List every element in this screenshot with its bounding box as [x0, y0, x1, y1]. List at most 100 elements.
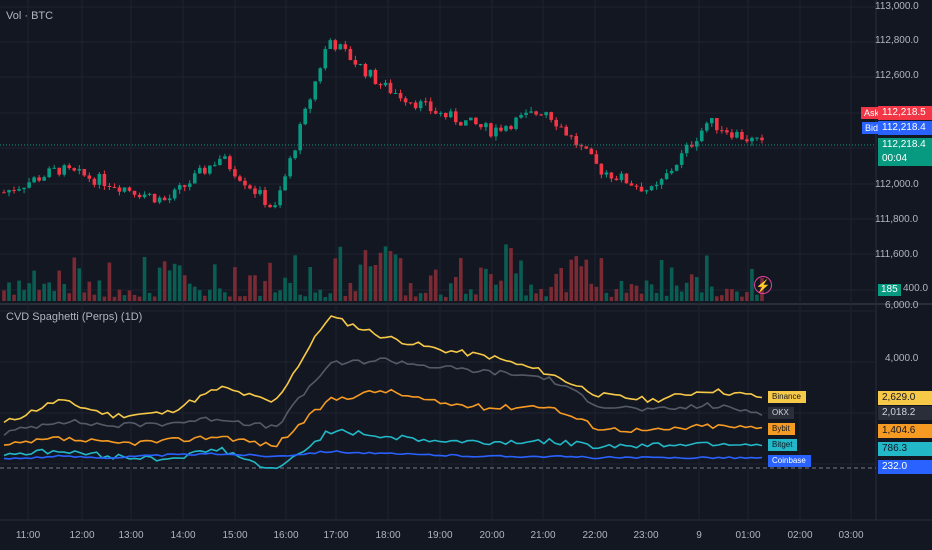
time-axis-label: 18:00 — [375, 530, 400, 541]
candle-body — [157, 197, 162, 203]
candle-body — [147, 193, 152, 195]
volume-bar — [649, 284, 654, 301]
volume-bar — [699, 292, 704, 301]
candle-body — [649, 186, 654, 191]
candle-body — [137, 194, 142, 198]
candle-body — [167, 198, 172, 201]
candle-body — [278, 190, 282, 206]
candle-body — [619, 173, 624, 181]
volume-bar — [117, 289, 122, 301]
candle-body — [403, 98, 408, 103]
volume-bar — [293, 255, 297, 301]
candle-body — [745, 139, 749, 142]
volume-bar — [619, 280, 624, 301]
candle-body — [132, 190, 137, 195]
volume-bar — [248, 275, 252, 301]
candle-body — [177, 185, 182, 190]
volume-bar — [268, 262, 272, 301]
volume-bar — [644, 280, 649, 301]
volume-bar — [569, 259, 574, 301]
candle-body — [689, 144, 694, 147]
cvd-line-coinbase — [3, 450, 763, 460]
volume-bar — [629, 284, 634, 301]
volume-bar — [283, 277, 287, 301]
volume-bar — [97, 280, 102, 301]
candle-body — [750, 137, 754, 142]
candle-body — [42, 177, 46, 181]
candle-body — [127, 187, 132, 191]
series-tag-okx: OKX — [768, 407, 794, 419]
volume-bar — [589, 283, 594, 301]
volume-bar — [37, 289, 41, 301]
candle-body — [358, 63, 363, 65]
volume-bar — [208, 289, 212, 301]
volume-bar — [47, 282, 51, 301]
volume-bar — [514, 273, 518, 301]
candle-body — [514, 117, 518, 129]
candle-body — [674, 164, 679, 171]
series-value-bitget: 786.3 — [878, 442, 932, 456]
candle-body — [539, 114, 543, 116]
last-price: 112,218.4 — [878, 138, 932, 152]
volume-bar — [147, 292, 152, 301]
price-axis-label: 111,600.0 — [875, 249, 919, 260]
candle-body — [524, 112, 528, 115]
candle-body — [187, 183, 192, 187]
volume-bar — [684, 282, 689, 301]
volume-bar — [223, 292, 227, 301]
volume-bar — [614, 288, 619, 301]
volume-bar — [639, 293, 644, 301]
candle-body — [142, 194, 147, 198]
volume-bar — [213, 264, 217, 301]
candle-body — [47, 168, 51, 178]
candle-body — [87, 175, 92, 179]
volume-bar — [755, 294, 759, 301]
volume-bar — [599, 258, 604, 301]
volume-bar — [142, 256, 147, 301]
volume-bar — [187, 283, 192, 301]
candle-body — [52, 167, 56, 169]
volume-bar — [448, 283, 453, 301]
candle-body — [614, 178, 619, 181]
volume-bar — [403, 295, 408, 301]
volume-bar — [373, 264, 378, 301]
lightning-icon[interactable]: ⚡ — [754, 276, 772, 294]
candle-body — [393, 93, 398, 95]
bid-label: Bid — [862, 122, 882, 134]
volume-bar — [368, 266, 373, 301]
volume-bar — [102, 296, 107, 301]
volume-bar — [12, 294, 16, 301]
volume-bar — [228, 296, 232, 301]
candle-body — [624, 173, 629, 184]
candle-body — [82, 169, 87, 176]
volume-bar — [348, 282, 353, 301]
candle-body — [725, 130, 729, 133]
volume-bar — [484, 268, 488, 301]
candle-body — [72, 168, 77, 171]
candle-body — [544, 112, 548, 116]
volume-bar — [504, 244, 508, 301]
series-tag-bitget: Bitget — [768, 439, 798, 451]
volume-bar — [42, 283, 46, 301]
candle-body — [7, 190, 11, 193]
volume-bar — [664, 295, 669, 301]
volume-bar — [22, 289, 26, 301]
volume-bar — [689, 274, 694, 301]
candle-body — [308, 99, 313, 109]
candle-body — [223, 156, 227, 159]
time-axis-label: 15:00 — [222, 530, 247, 541]
volume-bar — [27, 283, 31, 301]
volume-bar — [263, 281, 267, 301]
candle-body — [283, 176, 287, 191]
candle-body — [579, 145, 584, 147]
time-axis-label: 22:00 — [582, 530, 607, 541]
volume-bar — [509, 248, 513, 301]
volume-bar — [579, 266, 584, 301]
volume-bar — [529, 284, 533, 301]
volume-bar — [363, 250, 368, 301]
volume-bar — [152, 296, 157, 301]
candle-body — [694, 141, 699, 147]
bid-price: 112,218.4 — [878, 121, 932, 135]
volume-bar — [177, 265, 182, 301]
